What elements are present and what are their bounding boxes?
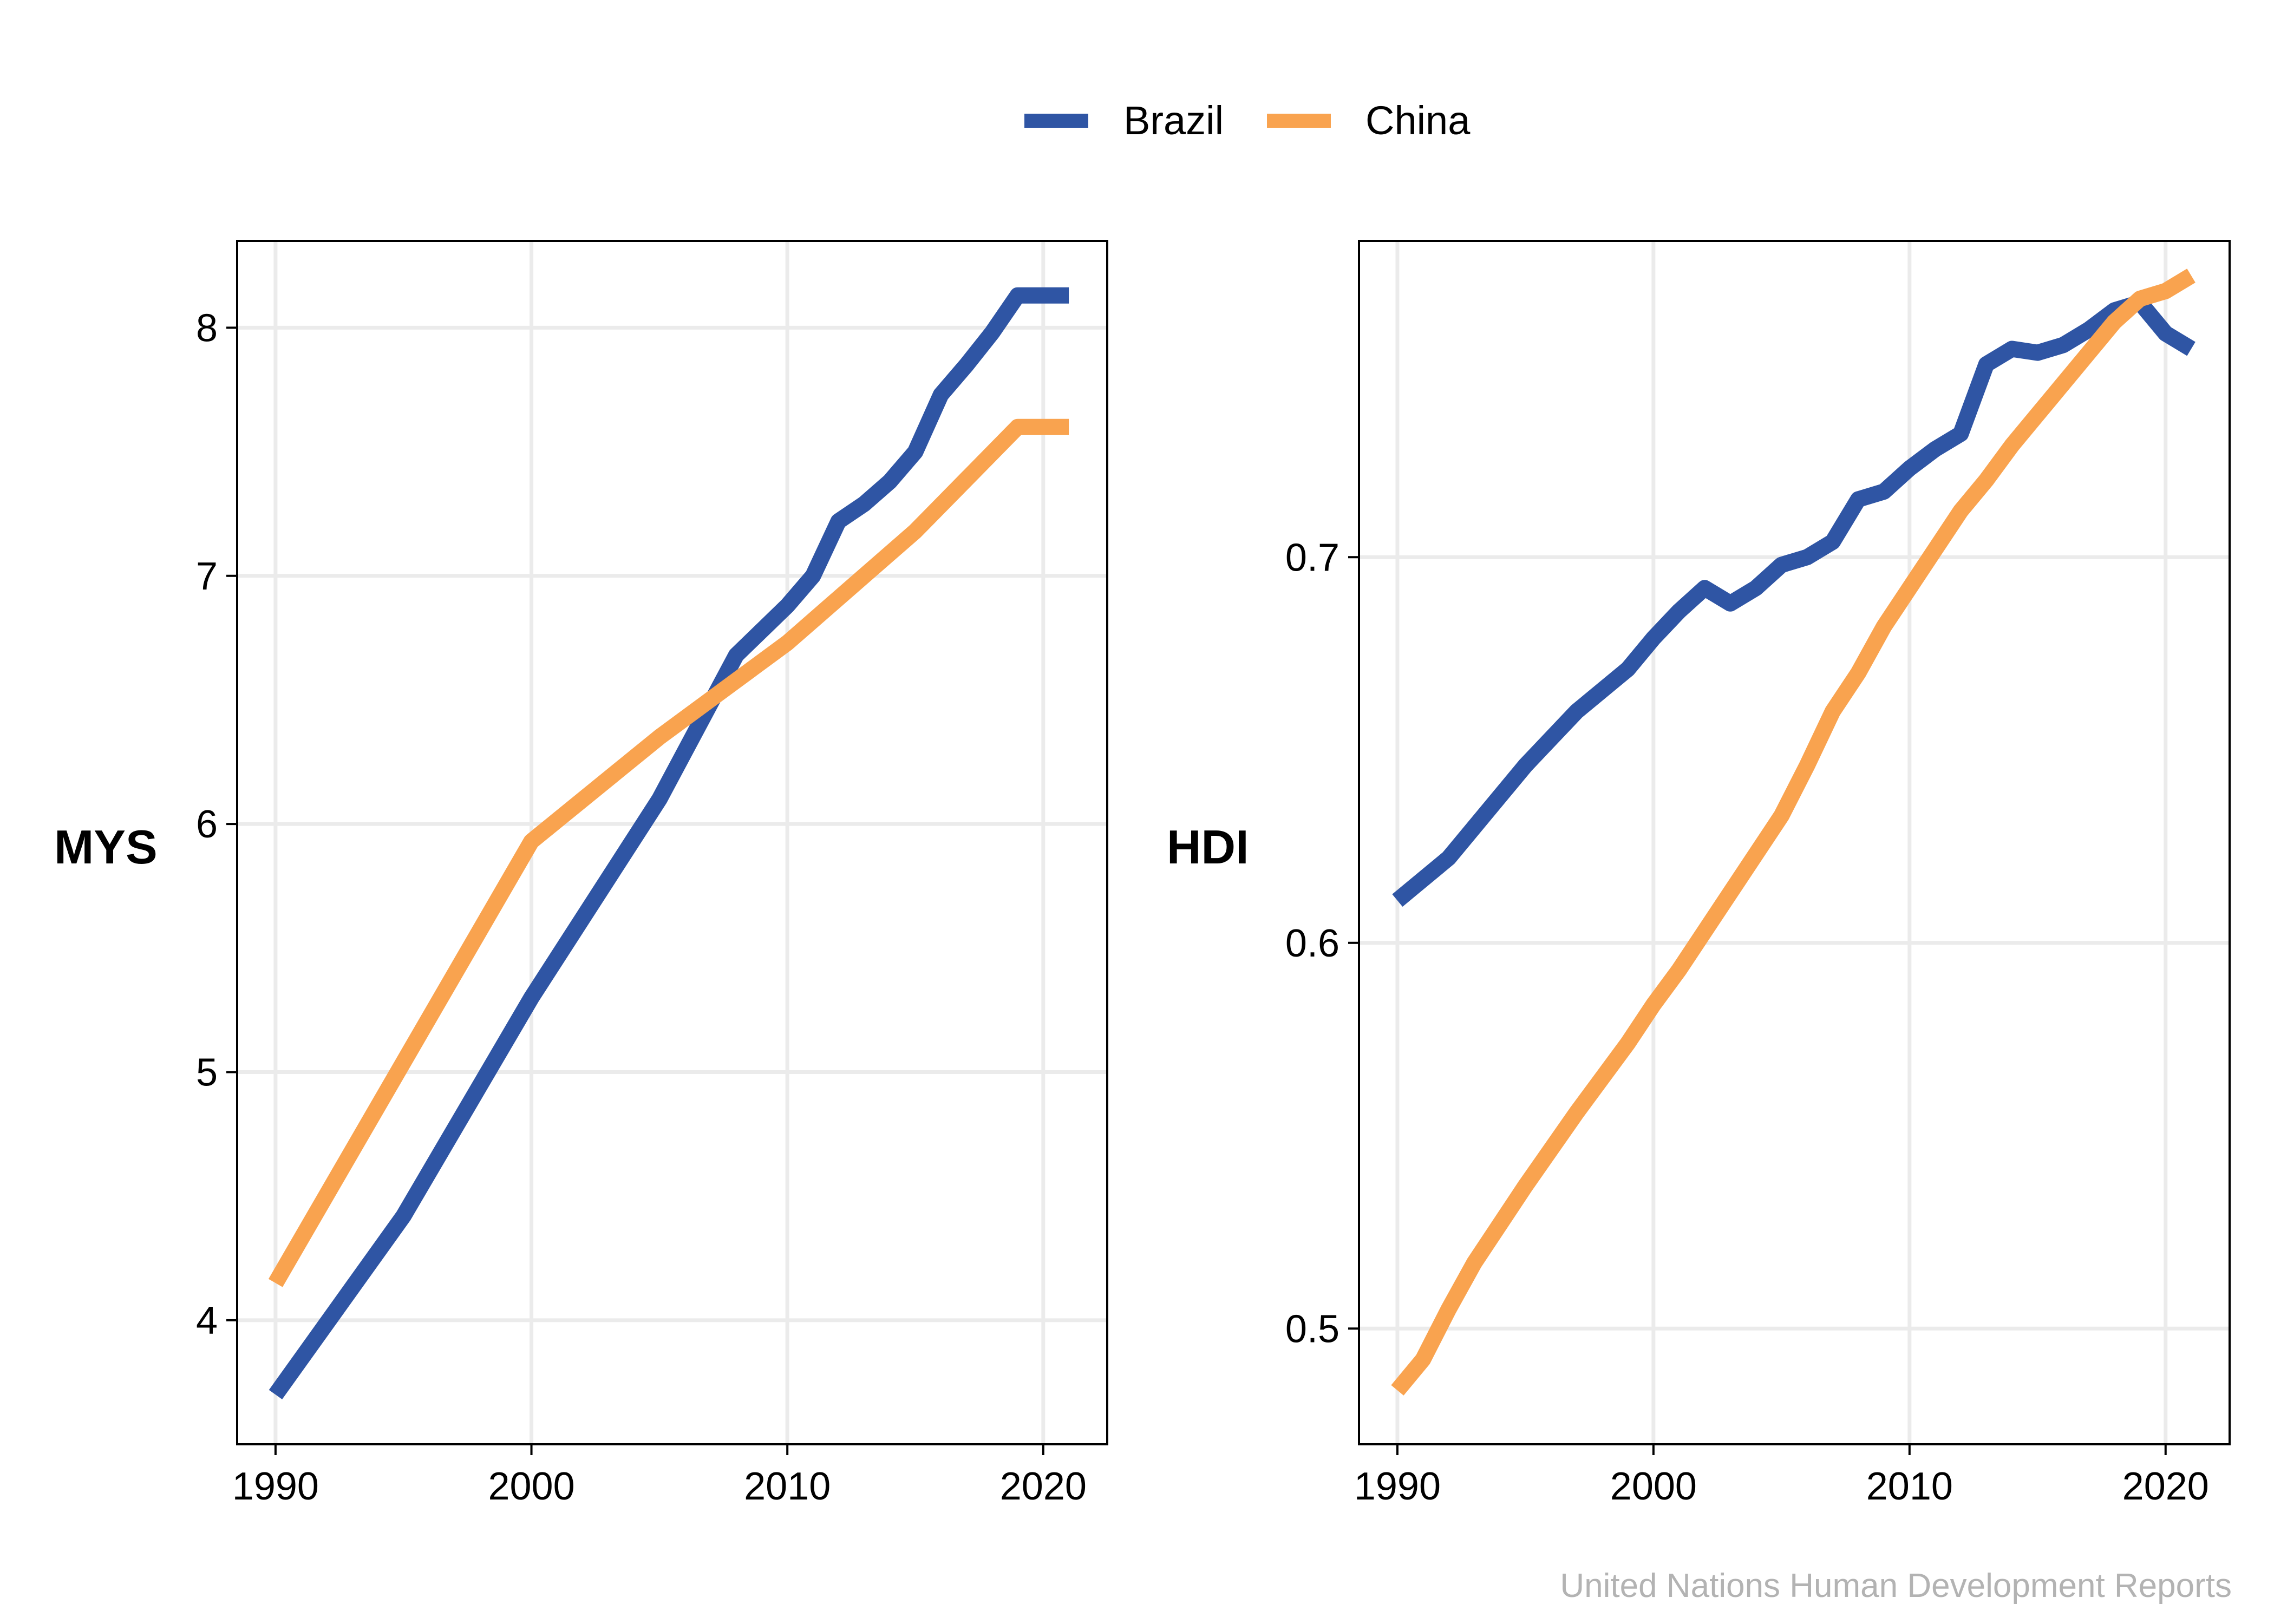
- hdi-x-tick-label-2010: 2010: [1866, 1465, 1953, 1508]
- mys-series-line-brazil: [269, 287, 1069, 1400]
- hdi-y-tick-label-0.7: 0.7: [1285, 536, 1339, 579]
- legend: Brazil China: [1024, 98, 1471, 143]
- mys-y-tick-label-6: 6: [196, 803, 218, 846]
- legend-label-china: China: [1365, 98, 1471, 143]
- hdi-panel-border: [1358, 240, 2231, 1445]
- legend-swatch-china: [1267, 114, 1331, 128]
- hdi-y-tick-label-0.6: 0.6: [1285, 922, 1339, 965]
- source-caption: United Nations Human Development Reports: [1560, 1567, 2232, 1605]
- legend-label-brazil: Brazil: [1123, 98, 1224, 143]
- mys-panel-border: [236, 240, 1108, 1445]
- mys-y-axis-label: MYS: [54, 820, 158, 874]
- hdi-series-line-china: [1391, 269, 2195, 1396]
- mys-y-tick-label-8: 8: [196, 306, 218, 350]
- hdi-y-axis-label: HDI: [1167, 820, 1249, 874]
- mys-x-tick-label-2020: 2020: [1000, 1465, 1087, 1508]
- hdi-x-tick-label-1990: 1990: [1354, 1465, 1441, 1508]
- hdi-x-tick-label-2020: 2020: [2122, 1465, 2209, 1508]
- mys-panel: 1990 2000 2010 2020 4 5 6 7 8 MYS: [54, 240, 1108, 1508]
- mys-x-tick-label-2000: 2000: [488, 1465, 574, 1508]
- mys-x-tick-label-1990: 1990: [232, 1465, 319, 1508]
- hdi-panel: 1990 2000 2010 2020 0.5 0.6 0.7 HDI: [1167, 240, 2231, 1508]
- legend-swatch-brazil: [1024, 114, 1088, 128]
- mys-y-tick-label-4: 4: [196, 1299, 218, 1343]
- mys-y-tick-label-5: 5: [196, 1051, 218, 1094]
- mys-series-line-china: [268, 418, 1069, 1287]
- hdi-series-line-brazil: [1392, 294, 2195, 907]
- mys-y-tick-label-7: 7: [196, 555, 218, 598]
- mys-x-tick-label-2010: 2010: [744, 1465, 831, 1508]
- hdi-y-tick-label-0.5: 0.5: [1285, 1307, 1339, 1351]
- hdi-x-tick-label-2000: 2000: [1610, 1465, 1697, 1508]
